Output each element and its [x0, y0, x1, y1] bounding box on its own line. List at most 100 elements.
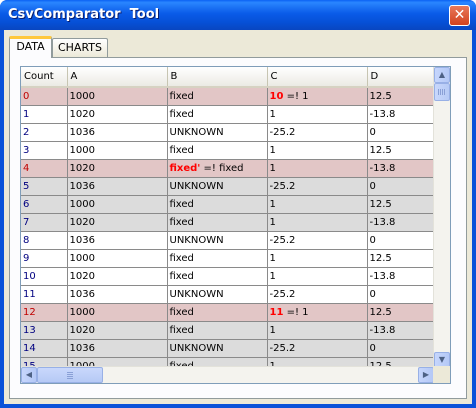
table-row[interactable]: 9 1000 fixed 1 12.5	[21, 249, 438, 268]
cell-c[interactable]: 1	[267, 105, 368, 124]
cell-count[interactable]: 2	[21, 123, 68, 142]
table-row[interactable]: 10 1020 fixed 1 -13.8	[21, 267, 438, 286]
cell-d[interactable]: 0	[367, 177, 438, 196]
cell-a[interactable]: 1020	[67, 159, 168, 178]
table-row[interactable]: 1 1020 fixed 1 -13.8	[21, 105, 438, 124]
cell-c[interactable]: 1	[267, 159, 368, 178]
table-row[interactable]: 4 1020 fixed' =! fixed 1 -13.8	[21, 159, 438, 178]
table-row[interactable]: 0 1000 fixed 10 =! 1 12.5	[21, 87, 438, 106]
tab-charts[interactable]: CHARTS	[52, 38, 108, 57]
column-header-a[interactable]: A	[67, 67, 168, 88]
cell-c[interactable]: 1	[267, 321, 368, 340]
cell-d[interactable]: 0	[367, 339, 438, 358]
table-row[interactable]: 7 1020 fixed 1 -13.8	[21, 213, 438, 232]
cell-count[interactable]: 11	[21, 285, 68, 304]
cell-d[interactable]: 12.5	[367, 249, 438, 268]
cell-a[interactable]: 1000	[67, 303, 168, 322]
cell-b[interactable]: fixed	[167, 105, 268, 124]
cell-b[interactable]: UNKNOWN	[167, 177, 268, 196]
table-row[interactable]: 3 1000 fixed 1 12.5	[21, 141, 438, 160]
cell-c[interactable]: 10 =! 1	[267, 87, 368, 106]
column-header-b[interactable]: B	[167, 67, 268, 88]
column-header-c[interactable]: C	[267, 67, 368, 88]
cell-d[interactable]: 0	[367, 231, 438, 250]
cell-b[interactable]: UNKNOWN	[167, 231, 268, 250]
cell-b[interactable]: fixed	[167, 321, 268, 340]
cell-c[interactable]: 1	[267, 249, 368, 268]
column-header-d[interactable]: D	[367, 67, 438, 88]
cell-a[interactable]: 1036	[67, 285, 168, 304]
cell-count[interactable]: 13	[21, 321, 68, 340]
cell-b[interactable]: fixed	[167, 303, 268, 322]
cell-d[interactable]: -13.8	[367, 321, 438, 340]
table-row[interactable]: 13 1020 fixed 1 -13.8	[21, 321, 438, 340]
cell-count[interactable]: 10	[21, 267, 68, 286]
table-row[interactable]: 12 1000 fixed 11 =! 1 12.5	[21, 303, 438, 322]
cell-d[interactable]: 12.5	[367, 87, 438, 106]
cell-c[interactable]: -25.2	[267, 285, 368, 304]
cell-b[interactable]: fixed	[167, 195, 268, 214]
cell-a[interactable]: 1020	[67, 213, 168, 232]
cell-b[interactable]: UNKNOWN	[167, 285, 268, 304]
cell-d[interactable]: -13.8	[367, 105, 438, 124]
cell-d[interactable]: -13.8	[367, 159, 438, 178]
scroll-left-button[interactable]: ◀	[21, 367, 37, 383]
tab-data[interactable]: DATA	[9, 36, 52, 58]
cell-count[interactable]: 3	[21, 141, 68, 160]
cell-d[interactable]: -13.8	[367, 267, 438, 286]
cell-a[interactable]: 1020	[67, 105, 168, 124]
cell-d[interactable]: -13.8	[367, 213, 438, 232]
cell-c[interactable]: 1	[267, 267, 368, 286]
cell-c[interactable]: -25.2	[267, 339, 368, 358]
cell-a[interactable]: 1000	[67, 141, 168, 160]
vertical-scroll-thumb[interactable]	[434, 83, 450, 101]
cell-c[interactable]: -25.2	[267, 123, 368, 142]
cell-a[interactable]: 1000	[67, 249, 168, 268]
cell-b[interactable]: fixed' =! fixed	[167, 159, 268, 178]
cell-b[interactable]: fixed	[167, 267, 268, 286]
close-button[interactable]: ✕	[449, 5, 470, 26]
cell-a[interactable]: 1036	[67, 339, 168, 358]
table-row[interactable]: 11 1036 UNKNOWN -25.2 0	[21, 285, 438, 304]
table-row[interactable]: 5 1036 UNKNOWN -25.2 0	[21, 177, 438, 196]
cell-a[interactable]: 1020	[67, 321, 168, 340]
horizontal-scroll-thumb[interactable]	[37, 367, 103, 383]
cell-c[interactable]: 1	[267, 195, 368, 214]
cell-d[interactable]: 0	[367, 285, 438, 304]
cell-c[interactable]: -25.2	[267, 177, 368, 196]
cell-b[interactable]: fixed	[167, 213, 268, 232]
cell-b[interactable]: UNKNOWN	[167, 339, 268, 358]
cell-count[interactable]: 8	[21, 231, 68, 250]
cell-b[interactable]: fixed	[167, 141, 268, 160]
cell-d[interactable]: 0	[367, 123, 438, 142]
cell-a[interactable]: 1000	[67, 87, 168, 106]
cell-c[interactable]: 11 =! 1	[267, 303, 368, 322]
cell-count[interactable]: 5	[21, 177, 68, 196]
cell-c[interactable]: -25.2	[267, 231, 368, 250]
cell-count[interactable]: 14	[21, 339, 68, 358]
cell-a[interactable]: 1036	[67, 231, 168, 250]
table-row[interactable]: 14 1036 UNKNOWN -25.2 0	[21, 339, 438, 358]
cell-d[interactable]: 12.5	[367, 303, 438, 322]
cell-a[interactable]: 1036	[67, 177, 168, 196]
cell-a[interactable]: 1036	[67, 123, 168, 142]
cell-b[interactable]: UNKNOWN	[167, 123, 268, 142]
cell-count[interactable]: 9	[21, 249, 68, 268]
cell-a[interactable]: 1000	[67, 195, 168, 214]
table-row[interactable]: 2 1036 UNKNOWN -25.2 0	[21, 123, 438, 142]
cell-a[interactable]: 1020	[67, 267, 168, 286]
cell-count[interactable]: 12	[21, 303, 68, 322]
cell-c[interactable]: 1	[267, 141, 368, 160]
horizontal-scrollbar[interactable]: ◀ ▶	[21, 366, 435, 383]
cell-c[interactable]: 1	[267, 213, 368, 232]
scroll-right-button[interactable]: ▶	[418, 367, 434, 383]
cell-d[interactable]: 12.5	[367, 195, 438, 214]
column-header-count[interactable]: Count	[21, 67, 68, 88]
cell-count[interactable]: 1	[21, 105, 68, 124]
cell-b[interactable]: fixed	[167, 87, 268, 106]
cell-d[interactable]: 12.5	[367, 141, 438, 160]
title-bar[interactable]: CsvComparator Tool ✕	[0, 0, 476, 30]
cell-count[interactable]: 0	[21, 87, 68, 106]
cell-count[interactable]: 4	[21, 159, 68, 178]
table-row[interactable]: 8 1036 UNKNOWN -25.2 0	[21, 231, 438, 250]
